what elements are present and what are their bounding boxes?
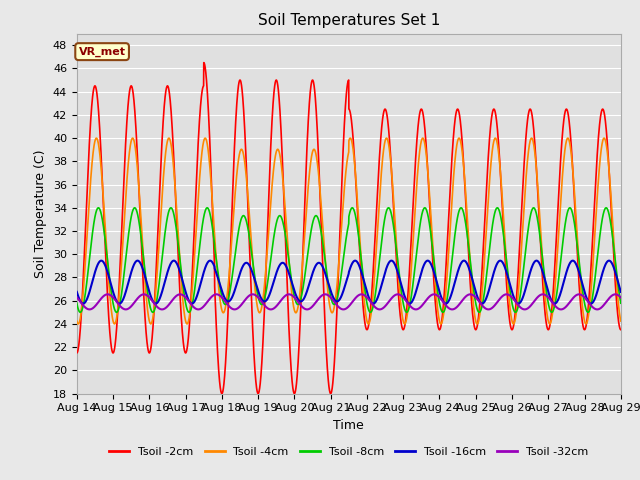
Title: Soil Temperatures Set 1: Soil Temperatures Set 1 [258, 13, 440, 28]
X-axis label: Time: Time [333, 419, 364, 432]
Legend: Tsoil -2cm, Tsoil -4cm, Tsoil -8cm, Tsoil -16cm, Tsoil -32cm: Tsoil -2cm, Tsoil -4cm, Tsoil -8cm, Tsoi… [105, 443, 593, 461]
Text: VR_met: VR_met [79, 47, 125, 57]
Y-axis label: Soil Temperature (C): Soil Temperature (C) [35, 149, 47, 278]
